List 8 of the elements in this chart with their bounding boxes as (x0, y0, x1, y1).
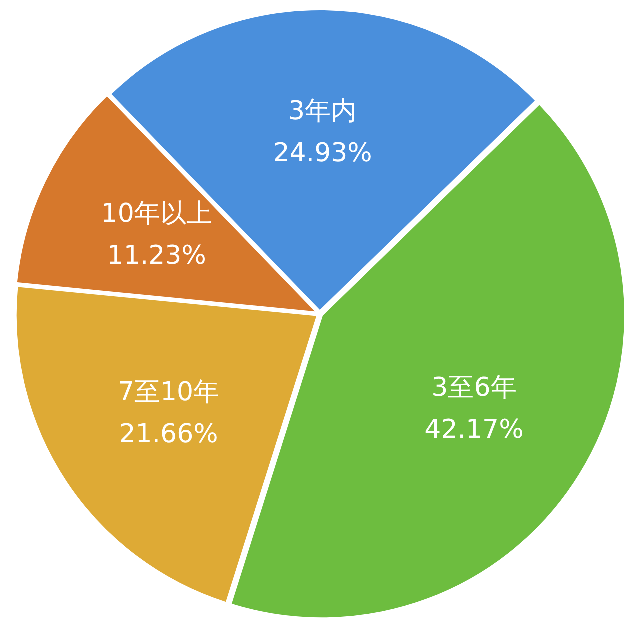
slice-label: 7至10年 (118, 378, 220, 408)
data-label: 24.93% (273, 138, 372, 169)
slice-label: 3年内 (288, 96, 358, 127)
data-label: 21.66% (119, 420, 218, 450)
slice-label: 3至6年 (432, 372, 517, 403)
slice-label: 10年以上 (101, 198, 212, 229)
data-label: 11.23% (107, 240, 206, 271)
data-label: 42.17% (424, 414, 524, 445)
